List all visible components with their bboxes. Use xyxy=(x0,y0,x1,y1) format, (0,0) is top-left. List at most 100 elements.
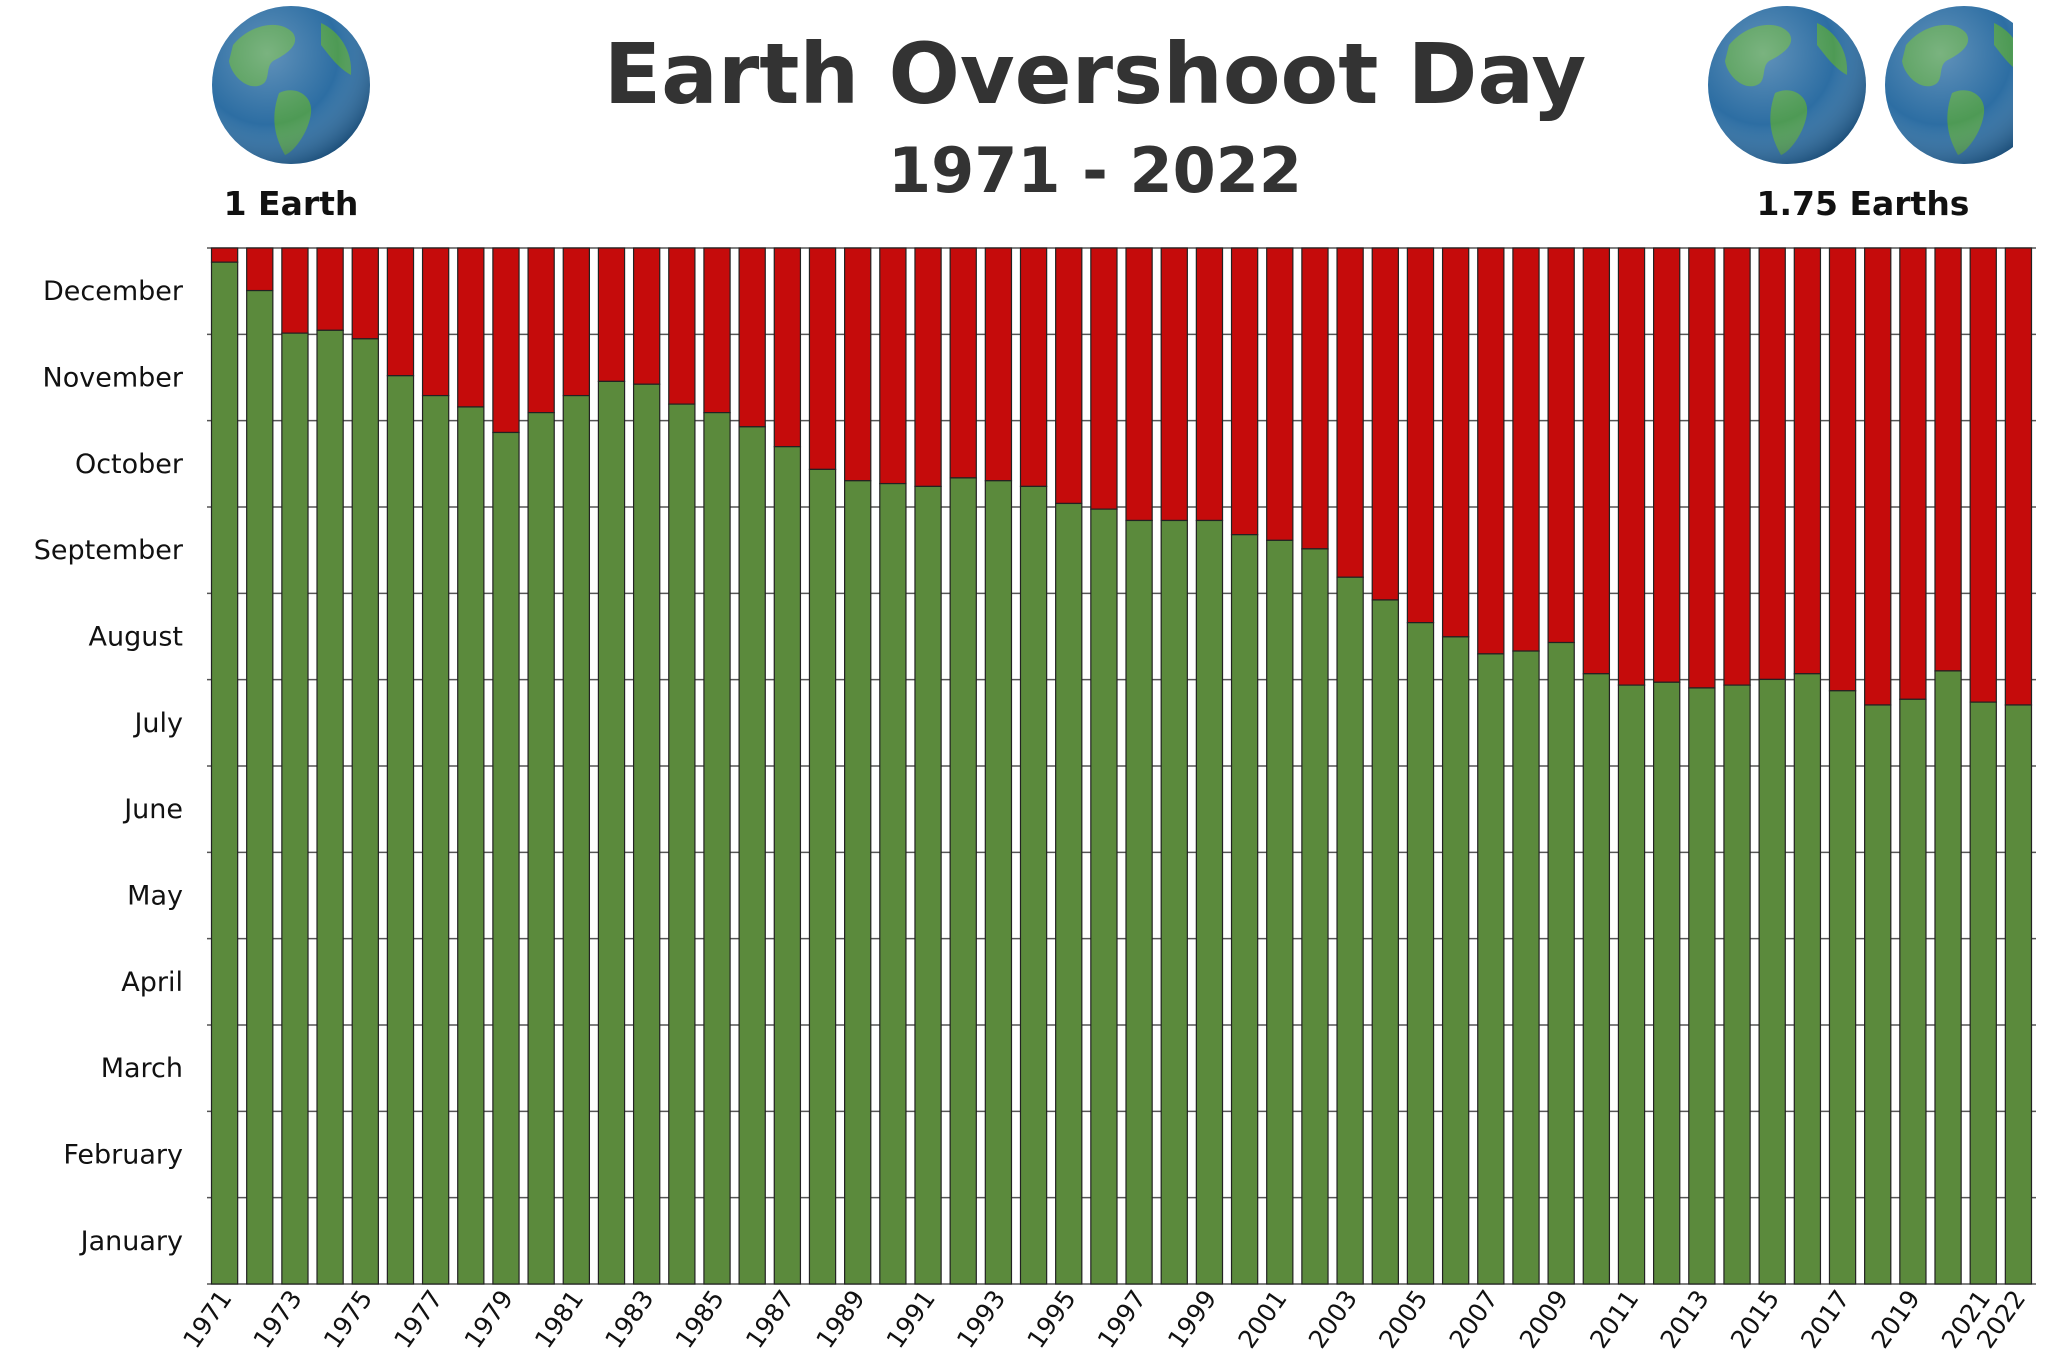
bar-before-overshoot-2012 xyxy=(1652,681,1681,1285)
bar-before-overshoot-2008 xyxy=(1512,650,1540,1285)
x-tick-label: 1989 xyxy=(810,1285,870,1354)
bar-before-overshoot-1972 xyxy=(246,289,274,1285)
bar-after-overshoot-1993 xyxy=(984,247,1013,482)
bar-after-overshoot-1992 xyxy=(949,247,977,479)
earth-globe-icon xyxy=(212,6,370,164)
bar-before-overshoot-2000 xyxy=(1230,534,1259,1285)
bar-before-overshoot-2011 xyxy=(1617,684,1646,1285)
bar-after-overshoot-2007 xyxy=(1477,247,1505,655)
y-tick-label: May xyxy=(127,881,183,912)
earth-globe-icon xyxy=(1708,6,1866,164)
x-tick-label: 1981 xyxy=(529,1285,589,1354)
bar-after-overshoot-1999 xyxy=(1195,247,1224,522)
bar-before-overshoot-1973 xyxy=(281,332,309,1285)
bar-after-overshoot-1991 xyxy=(914,247,942,488)
bar-before-overshoot-2002 xyxy=(1301,548,1329,1285)
bar-before-overshoot-2022 xyxy=(2004,704,2033,1285)
bar-before-overshoot-2001 xyxy=(1266,539,1294,1285)
bar-after-overshoot-1989 xyxy=(844,247,872,482)
y-tick-label: August xyxy=(89,622,184,653)
bar-before-overshoot-1991 xyxy=(914,485,942,1285)
bar-after-overshoot-1975 xyxy=(351,247,379,340)
x-tick-label: 2009 xyxy=(1514,1285,1574,1354)
bar-before-overshoot-1993 xyxy=(984,480,1013,1285)
x-tick-label: 2007 xyxy=(1443,1285,1503,1354)
bar-before-overshoot-2018 xyxy=(1864,704,1892,1285)
bar-before-overshoot-2003 xyxy=(1336,576,1364,1285)
bar-after-overshoot-1972 xyxy=(246,247,274,292)
bar-after-overshoot-2003 xyxy=(1336,247,1364,578)
bar-before-overshoot-1971 xyxy=(210,261,239,1285)
y-tick-label: January xyxy=(79,1226,183,1257)
bar-after-overshoot-1982 xyxy=(597,247,626,383)
y-tick-label: December xyxy=(43,276,184,307)
bar-before-overshoot-1975 xyxy=(351,338,379,1285)
bar-before-overshoot-2015 xyxy=(1758,678,1786,1285)
bar-after-overshoot-2019 xyxy=(1899,247,1927,700)
bar-after-overshoot-2011 xyxy=(1617,247,1646,686)
one-earth-label: 1 Earth xyxy=(224,184,359,223)
x-tick-label: 1971 xyxy=(177,1285,237,1354)
bar-before-overshoot-2013 xyxy=(1688,687,1716,1285)
bar-before-overshoot-1996 xyxy=(1090,508,1118,1285)
bar-before-overshoot-1995 xyxy=(1055,502,1083,1285)
bar-before-overshoot-1979 xyxy=(492,431,520,1285)
x-tick-label: 2017 xyxy=(1795,1285,1855,1354)
y-tick-label: October xyxy=(75,449,184,480)
bar-before-overshoot-2009 xyxy=(1547,641,1575,1285)
bar-before-overshoot-1986 xyxy=(738,426,766,1285)
bar-after-overshoot-1987 xyxy=(773,247,802,448)
x-axis-labels: 1971 1973 1975 1977 1979 1981 1983 1985 1987 1989… xyxy=(177,1285,2031,1354)
bar-after-overshoot-1971 xyxy=(210,247,239,263)
bar-after-overshoot-2014 xyxy=(1723,247,1751,686)
x-tick-label: 1987 xyxy=(740,1285,800,1354)
bar-before-overshoot-1992 xyxy=(949,477,977,1285)
bar-before-overshoot-2006 xyxy=(1441,636,1470,1285)
bar-after-overshoot-2020 xyxy=(1934,247,1962,672)
bar-before-overshoot-1974 xyxy=(316,329,344,1285)
bar-after-overshoot-1997 xyxy=(1125,247,1153,522)
bar-after-overshoot-2000 xyxy=(1230,247,1259,536)
bar-before-overshoot-1990 xyxy=(879,482,907,1285)
x-tick-label: 2005 xyxy=(1373,1285,1433,1354)
y-tick-label: November xyxy=(43,363,184,394)
bar-after-overshoot-2012 xyxy=(1652,247,1681,683)
bar-before-overshoot-1976 xyxy=(386,375,415,1285)
bar-before-overshoot-1982 xyxy=(597,380,626,1285)
bar-before-overshoot-1999 xyxy=(1195,519,1224,1285)
bar-before-overshoot-2017 xyxy=(1828,690,1857,1285)
bar-after-overshoot-1978 xyxy=(457,247,485,408)
chart-subtitle: 1971 - 2022 xyxy=(888,134,1302,207)
x-tick-label: 2003 xyxy=(1303,1285,1363,1354)
bar-after-overshoot-2013 xyxy=(1688,247,1716,689)
bar-before-overshoot-1998 xyxy=(1160,519,1188,1285)
bar-before-overshoot-1981 xyxy=(562,394,591,1285)
x-tick-label: 2011 xyxy=(1584,1285,1644,1354)
y-tick-label: June xyxy=(122,794,183,825)
bar-before-overshoot-2014 xyxy=(1723,684,1751,1285)
bar-before-overshoot-2007 xyxy=(1477,653,1505,1285)
x-tick-label: 1993 xyxy=(951,1285,1011,1354)
x-tick-label: 1999 xyxy=(1162,1285,1222,1354)
bar-after-overshoot-2004 xyxy=(1371,247,1399,601)
x-tick-label: 1997 xyxy=(1092,1285,1152,1354)
x-tick-label: 1991 xyxy=(881,1285,941,1354)
bar-after-overshoot-2015 xyxy=(1758,247,1786,681)
bar-after-overshoot-1998 xyxy=(1160,247,1188,522)
x-tick-label: 1983 xyxy=(599,1285,659,1354)
bar-after-overshoot-2002 xyxy=(1301,247,1329,550)
bar-after-overshoot-1996 xyxy=(1090,247,1118,510)
bar-before-overshoot-2005 xyxy=(1406,622,1435,1285)
x-tick-label: 1985 xyxy=(670,1285,730,1354)
y-tick-label: July xyxy=(132,708,183,739)
bar-after-overshoot-1985 xyxy=(703,247,731,414)
bar-before-overshoot-1988 xyxy=(808,468,837,1285)
one-point-seven-five-earths-label: 1.75 Earths xyxy=(1757,184,1970,223)
x-tick-label: 1977 xyxy=(388,1285,448,1354)
bar-before-overshoot-1994 xyxy=(1019,485,1048,1285)
bar-after-overshoot-2016 xyxy=(1793,247,1822,675)
x-tick-label: 1973 xyxy=(248,1285,308,1354)
bar-before-overshoot-1989 xyxy=(844,480,872,1285)
y-tick-label: March xyxy=(101,1053,183,1084)
bar-after-overshoot-1976 xyxy=(386,247,415,377)
